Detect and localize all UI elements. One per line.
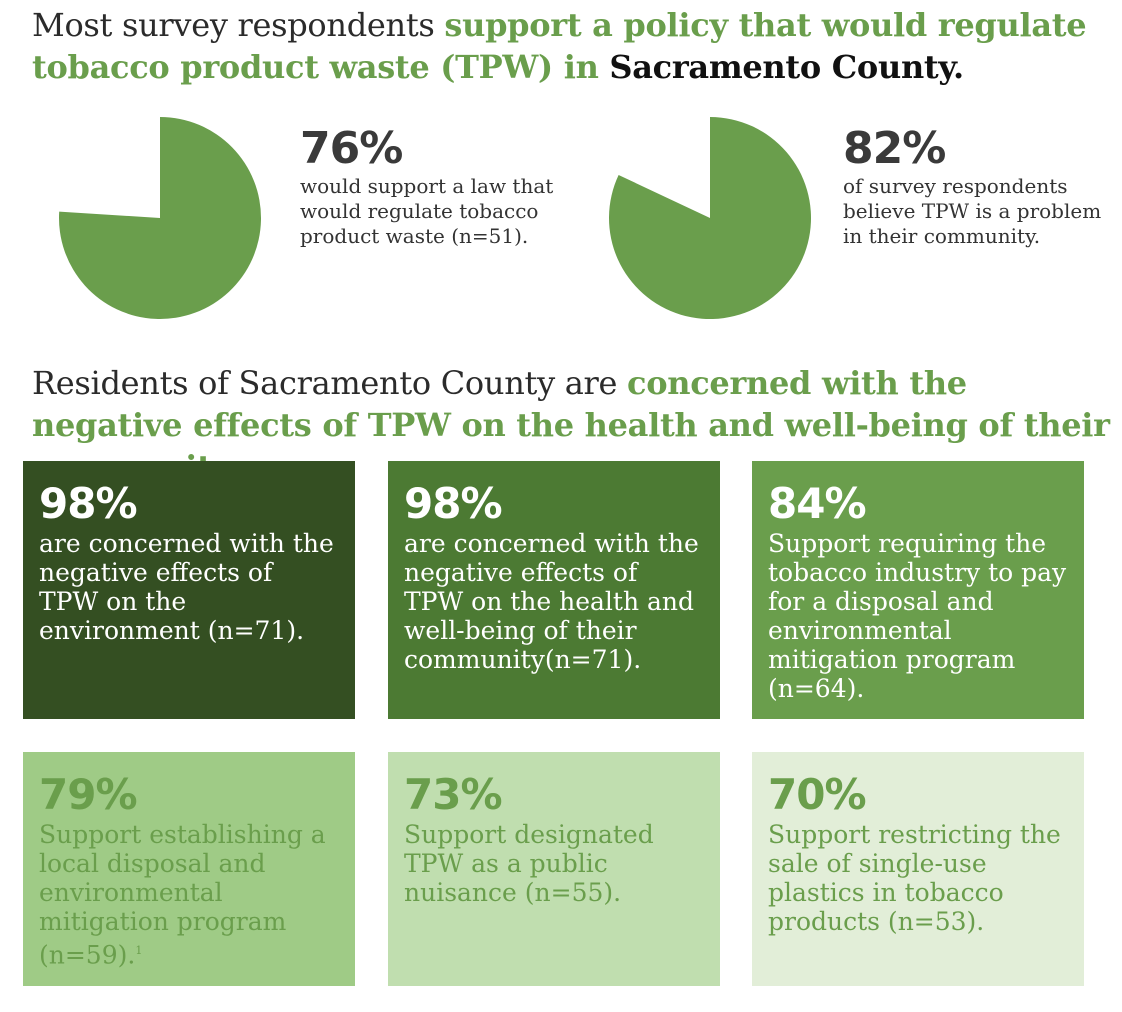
card-4-text: Support establishing a local disposal an…	[39, 820, 326, 970]
stat-2-percent: 82%	[843, 123, 946, 174]
headline-2-part1: Residents of Sacramento County are	[32, 364, 628, 402]
headline-policy-support: Most survey respondents support a policy…	[32, 4, 1092, 88]
card-4-percent: 79%	[39, 770, 138, 819]
footnote-marker: 1	[135, 944, 143, 957]
stat-2-text: of survey respondents believe TPW is a p…	[843, 174, 1102, 248]
pie-2-slice-problem	[608, 117, 811, 319]
card-public-nuisance: 73% Support designated TPW as a public n…	[388, 752, 720, 986]
card-2-text: are concerned with the negative effects …	[404, 529, 699, 674]
stat-tpw-problem: 82% of survey respondents believe TPW is…	[843, 124, 1103, 249]
card-3-text: Support requiring the tobacco industry t…	[768, 529, 1067, 703]
card-community-concern: 98% are concerned with the negative effe…	[388, 461, 720, 719]
pie-1-slice-support	[59, 117, 262, 319]
pie-chart-support-law	[59, 117, 262, 319]
card-1-percent: 98%	[39, 479, 138, 528]
card-4-text-wrap: Support establishing a local disposal an…	[39, 820, 339, 969]
card-5-text: Support designated TPW as a public nuisa…	[404, 820, 654, 907]
headline-1-part1: Most survey respondents	[32, 6, 445, 44]
stat-1-percent: 76%	[300, 123, 403, 174]
card-single-use-plastics: 70% Support restricting the sale of sing…	[752, 752, 1084, 986]
card-5-percent: 73%	[404, 770, 503, 819]
card-industry-pay: 84% Support requiring the tobacco indust…	[752, 461, 1084, 719]
card-3-percent: 84%	[768, 479, 867, 528]
headline-1-part3: Sacramento County.	[609, 48, 964, 86]
headline-1-part2: support a policy that would regulate tob…	[32, 6, 1087, 86]
card-6-text: Support restricting the sale of single-u…	[768, 820, 1061, 936]
card-6-percent: 70%	[768, 770, 867, 819]
card-1-text: are concerned with the negative effects …	[39, 529, 334, 645]
card-local-disposal: 79% Support establishing a local disposa…	[23, 752, 355, 986]
stat-1-text: would support a law that would regulate …	[300, 174, 554, 248]
pie-chart-tpw-problem	[608, 117, 811, 319]
card-environment-concern: 98% are concerned with the negative effe…	[23, 461, 355, 719]
stat-support-law: 76% would support a law that would regul…	[300, 124, 590, 249]
card-2-percent: 98%	[404, 479, 503, 528]
